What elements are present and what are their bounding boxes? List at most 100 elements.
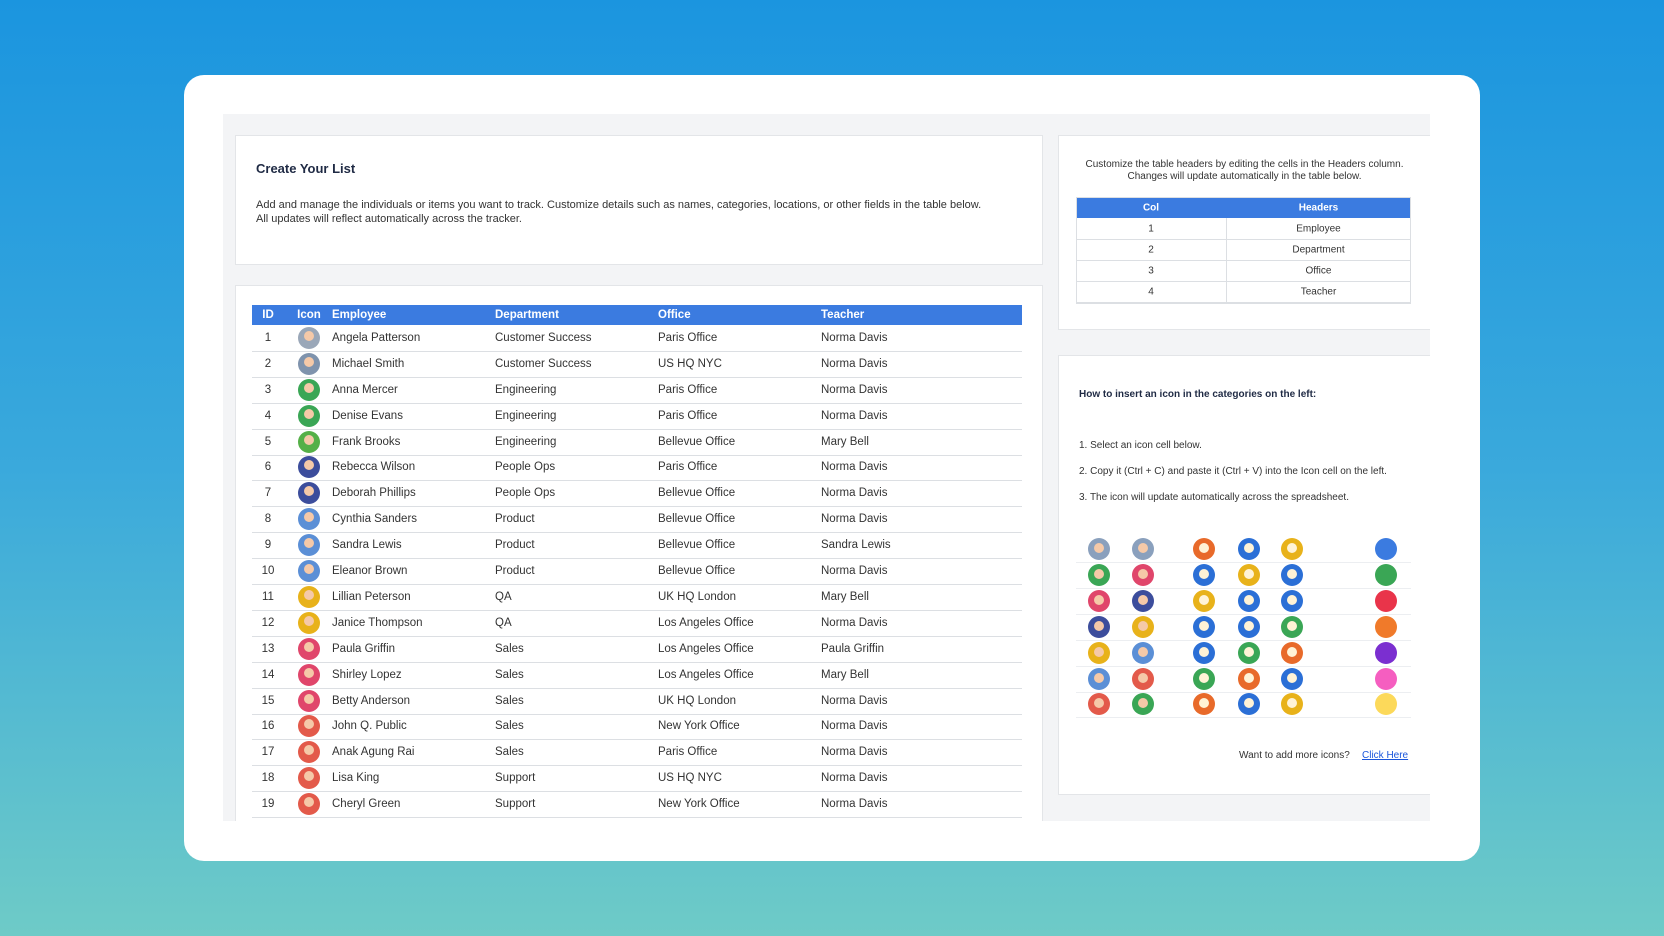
avatar-face: [304, 460, 314, 471]
row-divider: [1076, 239, 1411, 240]
palette-face: [1244, 568, 1254, 579]
table-cell: Sales: [495, 720, 524, 733]
config-cell: 3: [1148, 265, 1154, 276]
icon-divider: [1076, 639, 1411, 641]
row-divider: [252, 376, 1022, 378]
table-cell: Norma Davis: [821, 565, 888, 578]
palette-face: [1287, 620, 1297, 631]
row-divider: [1076, 260, 1411, 261]
table-cell: Paris Office: [658, 461, 718, 474]
table-cell: Frank Brooks: [332, 435, 401, 448]
step: 3. The icon will update automatically ac…: [1079, 492, 1349, 503]
palette-face: [1287, 543, 1297, 553]
id-cell: 16: [261, 720, 275, 733]
avatar-face: [304, 356, 314, 367]
config-cell: Department: [1292, 244, 1345, 255]
palette-face: [1199, 698, 1209, 709]
table-cell: Betty Anderson: [332, 694, 410, 707]
palette-face: [1199, 594, 1209, 605]
avatar-face: [304, 512, 314, 523]
table-cell: Support: [495, 772, 536, 785]
config-cell: Employee: [1296, 223, 1341, 234]
table-cell: Anna Mercer: [332, 383, 398, 396]
icon-divider: [1076, 562, 1411, 563]
avatar-face: [304, 382, 314, 393]
config-cell: 1: [1148, 223, 1154, 234]
palette-face: [1094, 594, 1104, 605]
avatar-face: [304, 641, 314, 652]
row-divider: [252, 558, 1022, 560]
id-cell: 4: [264, 409, 272, 422]
table-cell: Los Angeles Office: [658, 668, 754, 681]
id-cell: 5: [264, 435, 272, 448]
row-divider: [252, 635, 1022, 637]
column-header: Employee: [332, 309, 387, 321]
id-cell: 3: [264, 383, 272, 396]
table-cell: Norma Davis: [821, 331, 888, 344]
table-cell: Sandra Lewis: [821, 539, 891, 552]
row-divider: [252, 584, 1022, 585]
table-cell: Norma Davis: [821, 487, 888, 500]
config-text: Changes will update automatically in the…: [1127, 171, 1362, 182]
avatar-face: [304, 797, 314, 808]
table-cell: Cynthia Sanders: [332, 513, 418, 526]
avatar-face: [304, 564, 314, 575]
config-border: [1076, 197, 1411, 304]
palette-face: [1244, 646, 1254, 657]
row-divider: [252, 480, 1022, 482]
id-cell: 10: [261, 565, 275, 578]
table-cell: Product: [495, 513, 535, 526]
icon-divider: [1076, 691, 1411, 693]
table-cell: Norma Davis: [821, 461, 888, 474]
palette-face: [1244, 594, 1254, 605]
palette-face: [1244, 672, 1254, 683]
step: 2. Copy it (Ctrl + C) and paste it (Ctrl…: [1079, 466, 1387, 477]
avatar-face: [304, 719, 314, 730]
table-cell: Engineering: [495, 435, 557, 448]
avatar-face: [304, 408, 314, 419]
palette-face: [1287, 568, 1297, 579]
row-divider: [252, 506, 1022, 508]
more-link[interactable]: Click Here: [1362, 750, 1409, 761]
table-cell: Norma Davis: [821, 772, 888, 785]
table-cell: Sandra Lewis: [332, 539, 402, 552]
id-cell: 9: [264, 539, 272, 552]
table-cell: People Ops: [495, 487, 556, 500]
palette-face: [1094, 646, 1104, 657]
column-header: ID: [262, 309, 274, 321]
avatar-face: [304, 615, 314, 626]
table-cell: Angela Patterson: [332, 331, 421, 344]
row-divider: [1076, 281, 1411, 282]
table-cell: Norma Davis: [821, 694, 888, 707]
config-column: Col: [1142, 202, 1160, 213]
table-cell: New York Office: [658, 720, 740, 733]
palette-face: [1138, 672, 1148, 683]
config-column: Headers: [1298, 202, 1339, 213]
table-cell: Norma Davis: [821, 409, 888, 422]
id-cell: 15: [261, 694, 275, 707]
workspace: Create Your List Add and manage the indi…: [223, 114, 1430, 821]
id-cell: 8: [264, 513, 272, 526]
table-cell: Rebecca Wilson: [332, 461, 416, 474]
palette-face: [1287, 698, 1297, 709]
row-divider: [252, 609, 1022, 611]
config-cell: Teacher: [1300, 286, 1337, 297]
id-cell: 2: [264, 357, 272, 370]
id-cell: 7: [264, 487, 272, 500]
table-cell: Norma Davis: [821, 616, 888, 629]
id-cell: 14: [261, 668, 275, 681]
row-divider: [252, 428, 1022, 430]
row-divider: [252, 350, 1022, 352]
config-cell: 2: [1148, 244, 1154, 255]
palette-icon: [1375, 615, 1397, 638]
avatar-face: [304, 538, 314, 549]
table-cell: Norma Davis: [821, 746, 888, 759]
icon-divider: [1076, 665, 1411, 667]
column-header: Icon: [297, 309, 321, 321]
table-header: [252, 305, 1022, 325]
id-cell: 11: [262, 590, 274, 603]
table-cell: Lillian Peterson: [332, 590, 411, 603]
row-divider: [1076, 302, 1411, 303]
table-cell: Engineering: [495, 383, 557, 396]
palette-face: [1094, 620, 1104, 631]
